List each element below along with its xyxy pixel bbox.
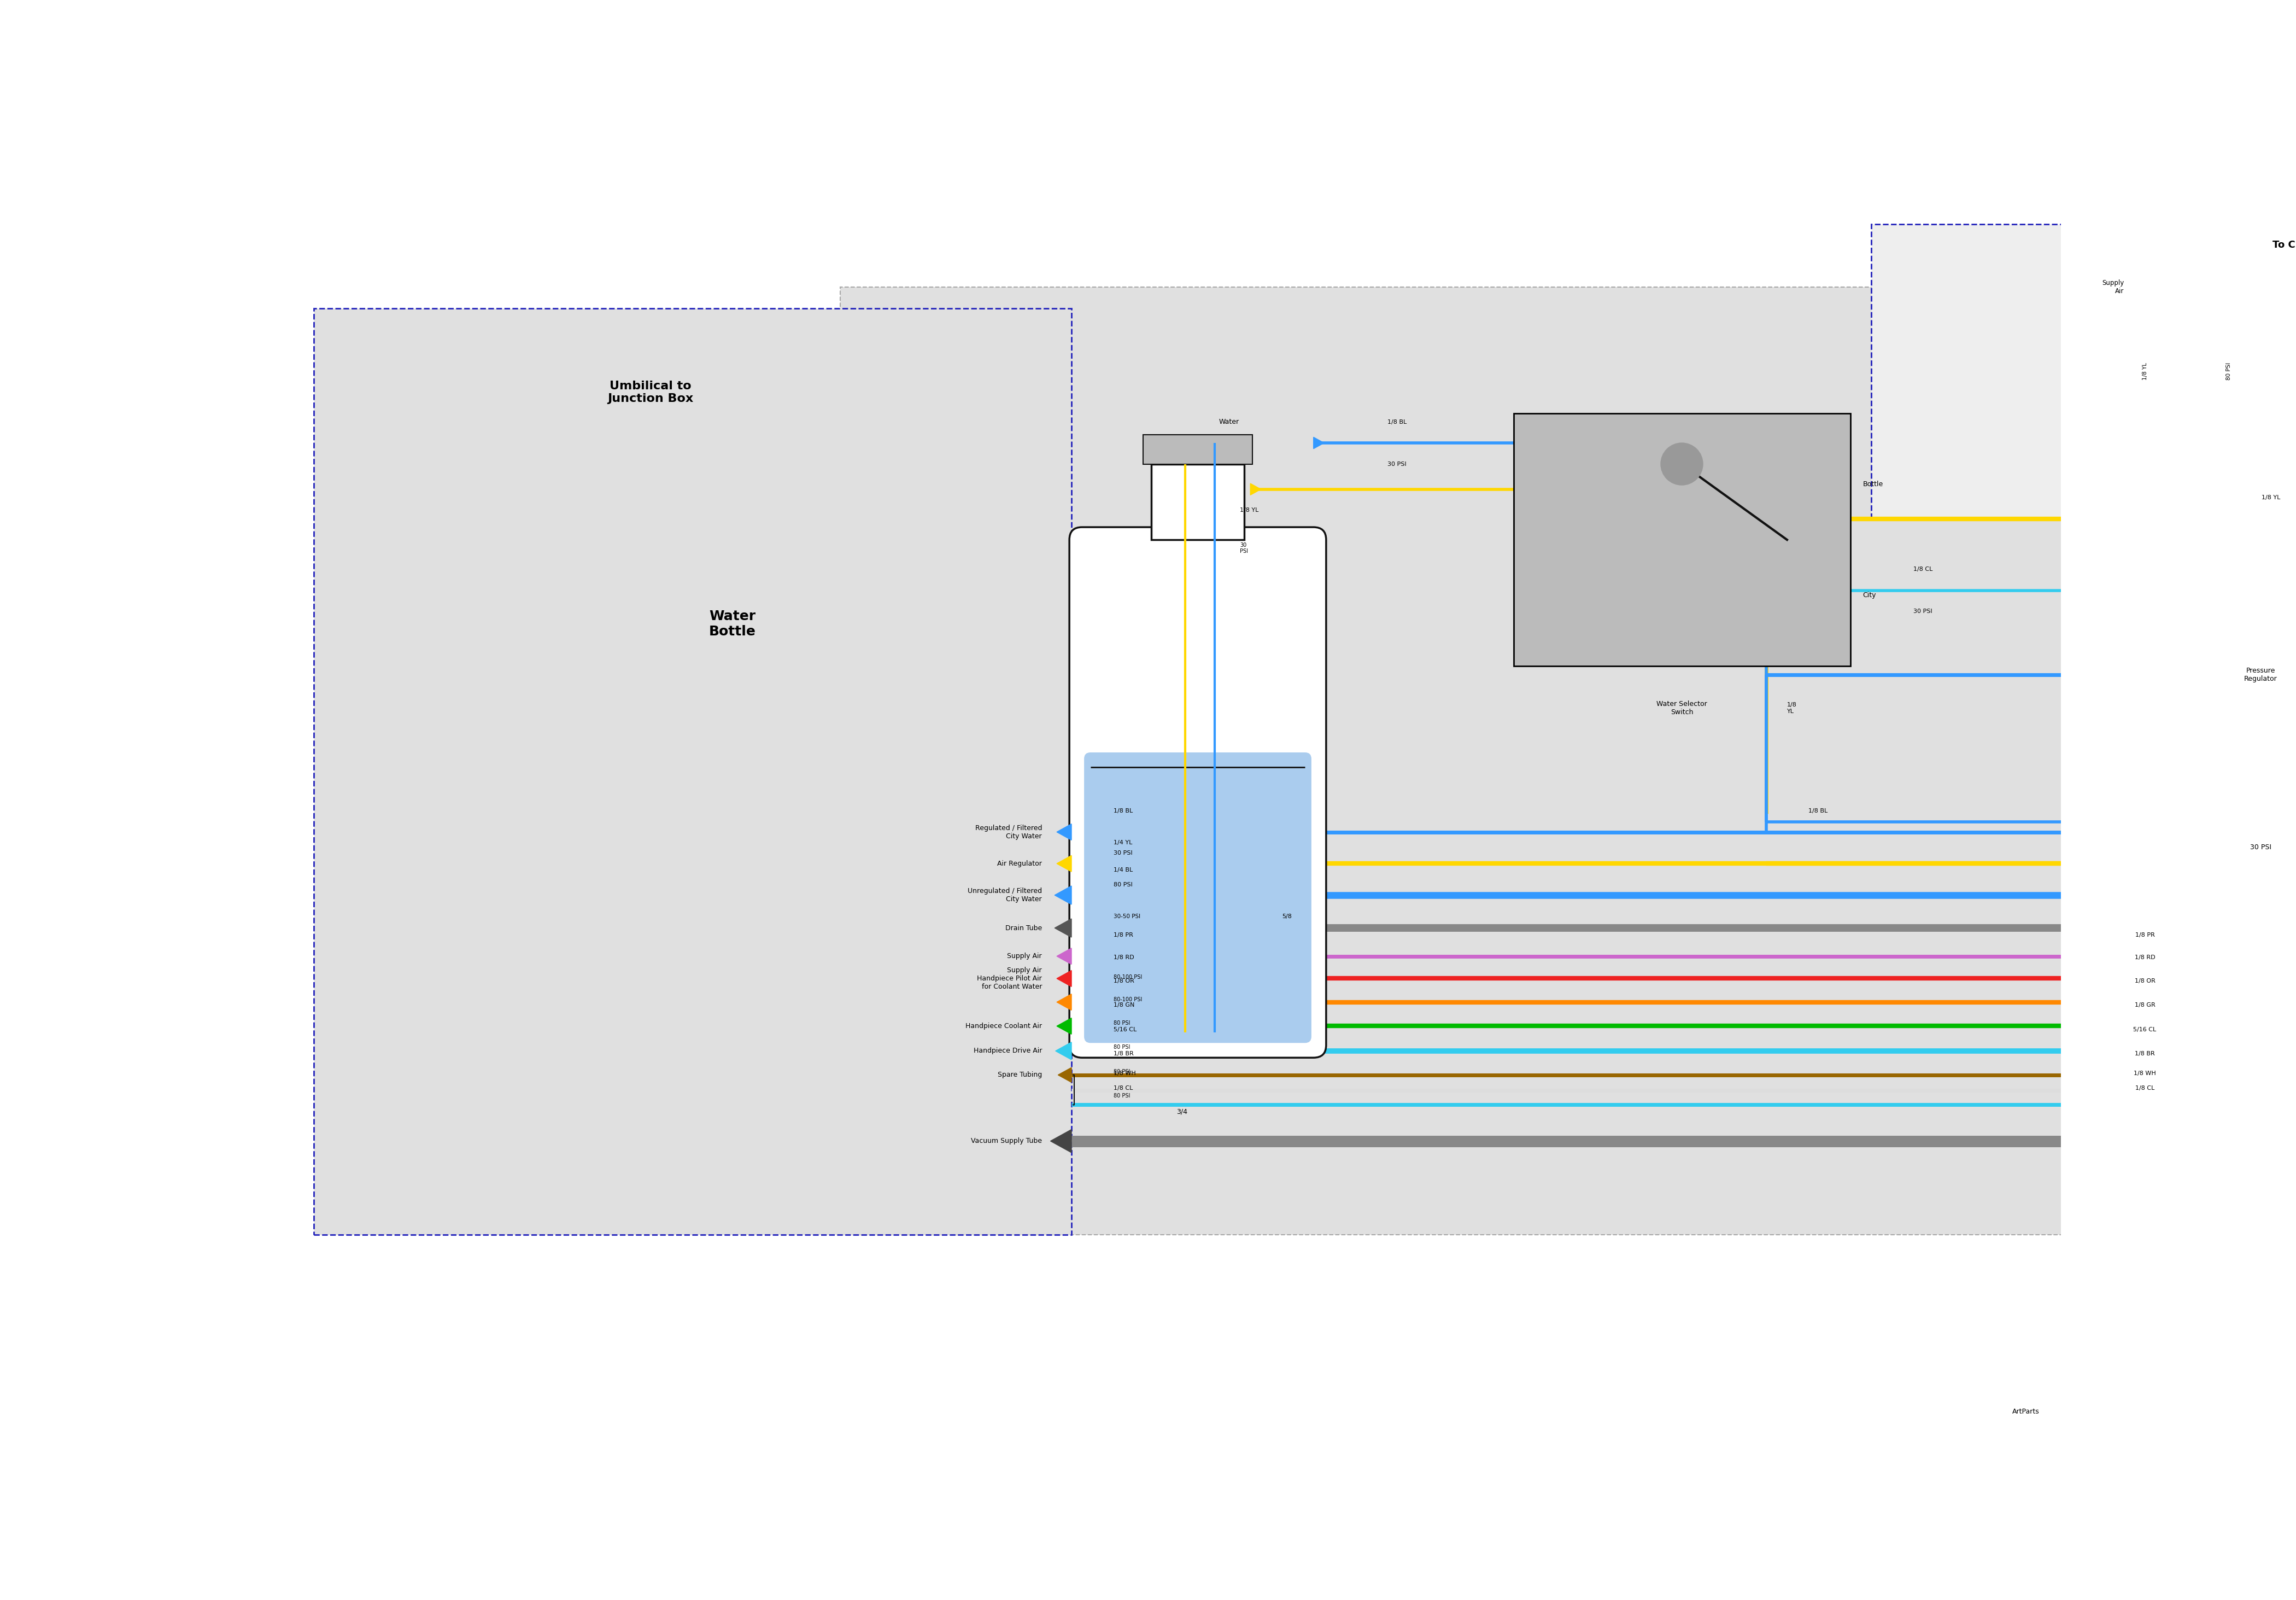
Text: City: City: [1862, 592, 1876, 598]
Text: 1/8 YL: 1/8 YL: [2262, 494, 2280, 501]
Text: 30-50 PSI: 30-50 PSI: [1114, 914, 1141, 918]
Text: Regulated / Filtered
City Water: Regulated / Filtered City Water: [976, 824, 1042, 840]
Text: 1/8 OR: 1/8 OR: [2135, 978, 2156, 984]
Text: 1/8 BL: 1/8 BL: [1387, 419, 1407, 424]
Text: 1/8 CL: 1/8 CL: [1913, 566, 1933, 571]
Text: 1/8 RD: 1/8 RD: [2135, 955, 2156, 960]
Polygon shape: [1058, 1067, 1072, 1082]
Polygon shape: [1056, 994, 1072, 1010]
Text: Supply Air: Supply Air: [1008, 952, 1042, 960]
Text: 5/16 CL: 5/16 CL: [2133, 1027, 2156, 1032]
Text: 1/8 GR: 1/8 GR: [2135, 1002, 2156, 1008]
Text: 1/8 RD: 1/8 RD: [1114, 955, 1134, 960]
Text: 80 PSI: 80 PSI: [1114, 1045, 1130, 1050]
Bar: [1143, 435, 1254, 464]
Text: 1/8 WH: 1/8 WH: [1114, 1070, 1137, 1075]
Text: Umbilical to
Junction Box: Umbilical to Junction Box: [608, 381, 693, 405]
Bar: [1513, 413, 1851, 666]
Text: 80 PSI: 80 PSI: [1114, 1021, 1130, 1026]
Polygon shape: [1054, 886, 1072, 904]
Text: 1/8 PR: 1/8 PR: [2135, 933, 2154, 938]
Text: ArtParts: ArtParts: [2011, 1408, 2039, 1414]
Polygon shape: [1056, 1042, 1072, 1059]
Bar: [1871, 224, 2296, 518]
Circle shape: [1660, 443, 1704, 485]
Text: 1/8 YL: 1/8 YL: [1240, 507, 1258, 514]
Text: Spare Tubing: Spare Tubing: [996, 1072, 1042, 1078]
Text: 1/4 BL: 1/4 BL: [1114, 867, 1132, 872]
Text: 30 PSI: 30 PSI: [1114, 850, 1132, 856]
Text: 80 PSI: 80 PSI: [1114, 1093, 1130, 1099]
Polygon shape: [2135, 206, 2154, 224]
Bar: [2103, 696, 2296, 813]
Text: 5/16 CL: 5/16 CL: [1114, 1027, 1137, 1032]
Text: 80 PSI: 80 PSI: [1114, 882, 1132, 888]
Text: Unregulated / Filtered
City Water: Unregulated / Filtered City Water: [967, 888, 1042, 902]
Text: 1/8 GN: 1/8 GN: [1114, 1002, 1134, 1008]
Text: Supply
Air: Supply Air: [2101, 280, 2124, 294]
Polygon shape: [1056, 949, 1072, 965]
Polygon shape: [1056, 1018, 1072, 1034]
Polygon shape: [1251, 483, 1261, 494]
Polygon shape: [1054, 918, 1072, 938]
Text: 1/8 BR: 1/8 BR: [2135, 1051, 2156, 1056]
Text: 1/8 YL: 1/8 YL: [2142, 363, 2147, 381]
Text: 30 PSI: 30 PSI: [1387, 461, 1405, 467]
Text: 1/4 YL: 1/4 YL: [1114, 840, 1132, 845]
Text: 5/8: 5/8: [1281, 914, 1293, 918]
Text: 1/8 BR: 1/8 BR: [1114, 1051, 1134, 1056]
FancyBboxPatch shape: [1084, 752, 1311, 1043]
Text: 3/4: 3/4: [1176, 1109, 1187, 1115]
Text: 30 PSI: 30 PSI: [1913, 608, 1933, 614]
Text: 1/8 PR: 1/8 PR: [1114, 933, 1134, 938]
Text: 1/8 CL: 1/8 CL: [2135, 1085, 2154, 1091]
Text: Pressure
Regulator: Pressure Regulator: [2243, 667, 2278, 682]
Text: Air Regulator: Air Regulator: [996, 861, 1042, 867]
Polygon shape: [1052, 1130, 1072, 1152]
Text: 80 PSI: 80 PSI: [2227, 363, 2232, 381]
Bar: [1153, 464, 1244, 539]
Polygon shape: [1056, 856, 1072, 872]
Text: Handpiece Drive Air: Handpiece Drive Air: [974, 1048, 1042, 1054]
Text: Water: Water: [1219, 418, 1240, 426]
Text: 1/8 BL: 1/8 BL: [1809, 808, 1828, 814]
Text: To Cuspidor: To Cuspidor: [2273, 240, 2296, 250]
Polygon shape: [1313, 437, 1325, 448]
Text: 1/8 BL: 1/8 BL: [1114, 808, 1132, 814]
Text: 80 PSI: 80 PSI: [1114, 1069, 1130, 1075]
Text: Water Selector
Switch: Water Selector Switch: [1655, 701, 1708, 715]
Text: 1/8 WH: 1/8 WH: [2133, 1070, 2156, 1075]
Text: Drain Tube: Drain Tube: [1006, 925, 1042, 931]
Text: Handpiece Coolant Air: Handpiece Coolant Air: [967, 1022, 1042, 1030]
Text: 30 PSI: 30 PSI: [2250, 843, 2271, 851]
Text: Bottle: Bottle: [1862, 480, 1883, 488]
Polygon shape: [1056, 971, 1072, 987]
Text: 80-100 PSI: 80-100 PSI: [1114, 997, 1141, 1002]
Text: 1/8 OR: 1/8 OR: [1114, 978, 1134, 984]
Bar: [315, 309, 1072, 1235]
Text: 1/8
YL: 1/8 YL: [1786, 702, 1798, 714]
FancyBboxPatch shape: [1070, 526, 1327, 1058]
Text: 1/8 CL: 1/8 CL: [1114, 1085, 1132, 1091]
Polygon shape: [2220, 206, 2239, 224]
Text: Water
Bottle: Water Bottle: [709, 610, 755, 638]
Text: 80-100 PSI: 80-100 PSI: [1114, 974, 1141, 979]
Polygon shape: [1056, 824, 1072, 840]
Bar: [840, 286, 2296, 1235]
Text: Vacuum Supply Tube: Vacuum Supply Tube: [971, 1138, 1042, 1144]
Text: 30
PSI: 30 PSI: [1240, 542, 1249, 554]
Text: Supply Air
Handpiece Pilot Air
for Coolant Water: Supply Air Handpiece Pilot Air for Coola…: [978, 966, 1042, 990]
